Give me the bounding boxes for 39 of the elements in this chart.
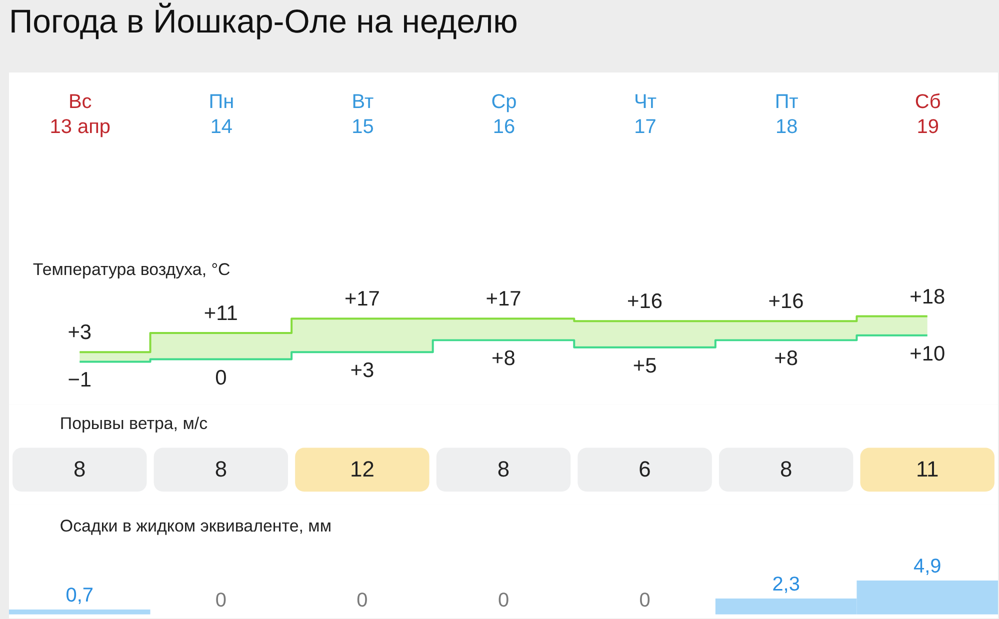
- data-label: 2,3: [772, 573, 800, 596]
- x-tick-label: Пн 14: [208, 90, 234, 138]
- data-label: 8: [74, 456, 86, 482]
- x-tick-label: Сб 19: [914, 90, 941, 138]
- data-label: 0: [215, 589, 226, 612]
- x-tick-label: Пт 18: [774, 90, 798, 138]
- x-tick-label: Вс 13 апр: [50, 90, 110, 138]
- data-label: +16: [768, 290, 804, 314]
- data-label: 12: [350, 456, 374, 482]
- data-label: +3: [350, 359, 374, 382]
- x-tick-label: Чт 17: [634, 90, 657, 138]
- data-label: 0: [639, 589, 650, 612]
- data-label: 8: [497, 456, 510, 482]
- chart-title: Температура воздуха, °C: [32, 260, 230, 280]
- data-label: +16: [627, 290, 663, 314]
- data-label: +10: [910, 342, 946, 366]
- data-label: 0: [498, 589, 510, 612]
- data-label: 8: [214, 456, 228, 482]
- data-label: +3: [68, 321, 92, 344]
- data-label: 11: [916, 456, 939, 482]
- chart-title: Порывы ветра, м/с: [60, 414, 208, 433]
- data-label: +8: [774, 347, 798, 370]
- data-label: +17: [486, 288, 522, 311]
- data-label: 0,7: [66, 584, 94, 607]
- data-label: +5: [632, 354, 657, 378]
- chart-title: Осадки в жидком эквиваленте, мм: [60, 516, 332, 536]
- data-label: +8: [492, 347, 516, 370]
- data-label: +18: [910, 285, 946, 308]
- x-tick-label: Ср 16: [491, 90, 517, 138]
- data-label: +11: [204, 302, 238, 326]
- data-label: 8: [780, 456, 792, 482]
- data-label: +17: [344, 288, 380, 311]
- data-label: 4,9: [913, 555, 942, 578]
- text: Погода в Йошкар-Оле на неделю: [8, 2, 518, 40]
- data-label: 6: [638, 456, 651, 482]
- data-label: 0: [356, 589, 368, 612]
- x-tick-label: Вт 15: [352, 90, 374, 138]
- data-label: 0: [215, 366, 227, 390]
- data-label: −1: [68, 368, 92, 392]
